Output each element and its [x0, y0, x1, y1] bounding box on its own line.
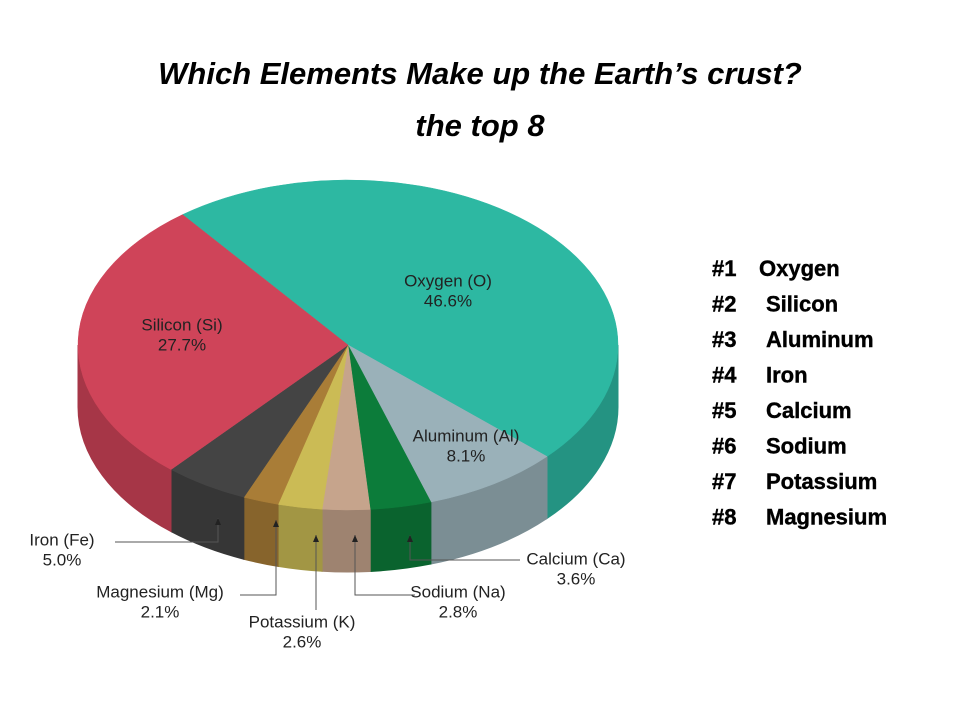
slice: [347, 344, 548, 503]
chart-subtitle: the top 8: [415, 108, 545, 143]
leader-line: [240, 520, 277, 596]
slice-label: Aluminum (Al): [413, 426, 520, 445]
rank-name: Aluminum: [766, 327, 874, 352]
rank-name: Magnesium: [766, 504, 887, 529]
rank-name: Potassium: [766, 469, 877, 494]
rank-name: Sodium: [766, 433, 847, 458]
slice-label: Sodium (Na): [410, 582, 505, 601]
slice-value-label: 46.6%: [424, 291, 472, 310]
leader-arrow: [215, 518, 221, 525]
slice-value-label: 8.1%: [447, 446, 486, 465]
slice-label: Oxygen (O): [404, 271, 492, 290]
rank-number: #7: [712, 469, 736, 494]
slice-side: [243, 496, 279, 567]
rank-number: #3: [712, 327, 736, 352]
slice: [182, 179, 619, 457]
slice-value-label: 2.8%: [439, 602, 478, 621]
leader-arrow: [407, 535, 413, 542]
slice-label: Magnesium (Mg): [96, 582, 224, 601]
rank-name: Silicon: [766, 291, 838, 316]
slice-value-label: 2.6%: [283, 632, 322, 651]
slice-label: Calcium (Ca): [526, 549, 625, 568]
leader-line: [115, 518, 219, 543]
leader-line: [354, 535, 415, 596]
rank-number: #1: [712, 256, 736, 281]
slice-label: Potassium (K): [249, 612, 356, 631]
slice-label: Iron (Fe): [29, 530, 94, 549]
slice-side: [369, 501, 432, 572]
slice-label: Silicon (Si): [141, 315, 222, 334]
slice-value-label: 5.0%: [43, 550, 82, 569]
slice-value-label: 2.1%: [141, 602, 180, 621]
slice: [77, 214, 349, 470]
slice-value-label: 27.7%: [158, 335, 206, 354]
rank-number: #8: [712, 504, 736, 529]
leader-arrow: [313, 535, 319, 542]
leader-arrow: [352, 535, 358, 542]
rank-number: #6: [712, 433, 736, 458]
rank-number: #2: [712, 291, 736, 316]
rank-number: #5: [712, 398, 736, 423]
slice-value-label: 3.6%: [557, 569, 596, 588]
rank-name: Calcium: [766, 398, 852, 423]
leader-arrow: [273, 520, 279, 527]
chart-title: Which Elements Make up the Earth’s crust…: [158, 56, 802, 91]
rank-name: Iron: [766, 362, 808, 387]
rank-number: #4: [712, 362, 737, 387]
leader-line: [409, 535, 520, 561]
slice-side: [321, 508, 371, 573]
rank-name: Oxygen: [759, 256, 840, 281]
